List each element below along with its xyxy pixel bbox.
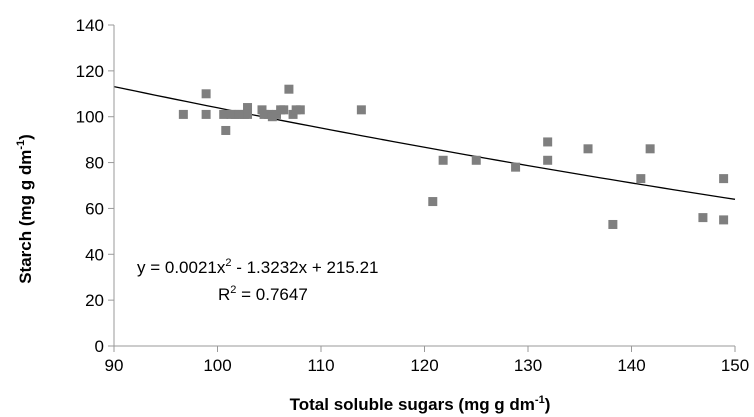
trendline-equation: y = 0.0021x2 - 1.3232x + 215.21 (137, 257, 378, 277)
x-axis-title-tail: ) (545, 395, 551, 414)
data-point (201, 89, 211, 99)
trendline-equation-tail: - 1.3232x + 215.21 (232, 258, 379, 277)
data-point (583, 144, 593, 154)
data-point (243, 103, 253, 113)
data-point (284, 84, 294, 94)
r-squared-superscript: 2 (230, 284, 236, 296)
data-point (356, 105, 366, 115)
data-point (257, 105, 267, 115)
x-tick-label: 90 (105, 356, 124, 375)
y-tick-label: 40 (85, 245, 104, 264)
data-point (272, 109, 281, 119)
trendline-equation-main: y = 0.0021x (137, 258, 226, 277)
data-point (234, 109, 244, 119)
x-axis-title-main: Total soluble sugars (mg g dm (290, 395, 535, 414)
r-squared-tail: = 0.7647 (236, 285, 307, 304)
trendline-equation-superscript: 2 (225, 257, 231, 269)
r-squared-main: R (218, 285, 230, 304)
data-point (511, 162, 521, 172)
y-tick-label: 80 (85, 154, 104, 173)
data-point (608, 219, 618, 229)
data-point (719, 215, 729, 225)
x-tick-label: 110 (307, 356, 334, 375)
x-axis-title: Total soluble sugars (mg g dm-1) (290, 394, 551, 414)
x-axis-title-superscript: -1 (535, 394, 545, 406)
x-tick-label: 100 (203, 356, 231, 375)
x-tick-label: 130 (514, 356, 542, 375)
y-axis-title-tail: ) (16, 134, 35, 140)
data-point (279, 105, 289, 115)
data-point (288, 109, 298, 119)
data-point (543, 137, 553, 147)
y-axis-title-main: Starch (mg g dm (16, 150, 35, 284)
data-point (438, 155, 448, 165)
data-point (471, 155, 481, 165)
y-tick-label: 20 (85, 291, 104, 310)
data-point (719, 174, 729, 184)
y-tick-label: 140 (76, 16, 104, 35)
y-tick-label: 0 (95, 337, 104, 356)
data-point (636, 174, 646, 184)
data-point (219, 109, 229, 119)
y-axis-title: Starch (mg g dm-1) (15, 134, 35, 284)
y-axis-title-superscript: -1 (15, 140, 27, 150)
axes: 0 20 40 60 80 100 120 140 90 100 110 120 130 140 150 (76, 16, 750, 375)
data-point (201, 109, 211, 119)
data-point (428, 197, 438, 207)
trendline (113, 85, 736, 200)
y-tick-label: 60 (85, 199, 104, 218)
y-tick-label: 100 (76, 108, 104, 127)
data-point (243, 109, 253, 119)
data-point (221, 125, 231, 135)
x-tick-label: 150 (721, 356, 749, 375)
data-point (698, 213, 708, 223)
data-point (295, 105, 305, 115)
x-tick-label: 140 (617, 356, 645, 375)
r-squared-label: R2 = 0.7647 (218, 284, 308, 304)
x-tick-label: 120 (410, 356, 438, 375)
data-point (178, 109, 188, 119)
y-tick-label: 120 (76, 62, 104, 81)
trendline-layer (113, 85, 736, 200)
data-point (645, 144, 655, 154)
data-point (543, 155, 553, 165)
data-points (178, 84, 729, 229)
